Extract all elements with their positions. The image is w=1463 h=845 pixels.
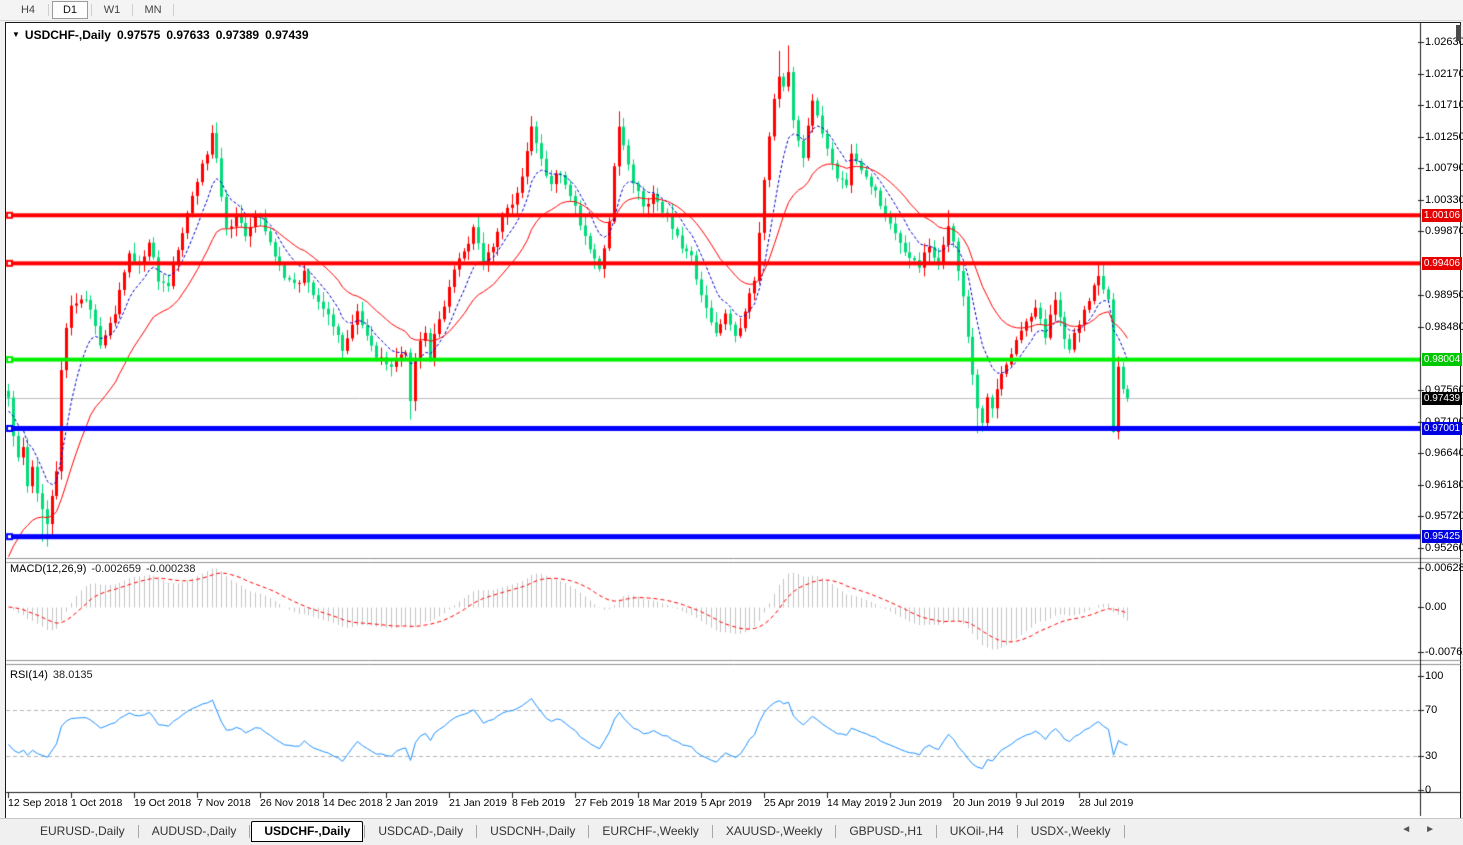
tab-separator [137,824,139,838]
chart-tab-usdcnh-daily[interactable]: USDCNH-,Daily [490,824,576,838]
price-axis-label: 0.98480 [1425,320,1463,333]
date-axis-label: 2 Jan 2019 [386,797,438,809]
tab-separator [935,824,937,838]
bar-close-value: 0.97439 [265,28,309,42]
macd-axis-label: 0.006286 [1425,562,1463,574]
chart-tab-ukoil-h4[interactable]: UKOil-,H4 [949,824,1004,838]
tab-separator [711,824,713,838]
macd-indicator-name: MACD(12,26,9) [10,563,87,575]
price-axis-label: 0.98950 [1425,288,1463,301]
date-axis-label: 21 Jan 2019 [449,797,507,809]
level-price-tag: 1.00106 [1422,208,1462,222]
macd-axis-label: 0.00 [1425,601,1447,613]
price-axis-label: 0.95720 [1425,510,1463,523]
tab-separator [476,824,478,838]
rsi-panel-label: RSI(14) 38.0135 [10,669,93,681]
chart-tab-eurusd-daily[interactable]: EURUSD-,Daily [40,824,125,838]
level-price-tag: 0.95425 [1422,530,1462,544]
rsi-indicator-name: RSI(14) [10,669,48,681]
tab-separator [1123,824,1125,838]
tab-scroll-controls: ◄► [1401,824,1449,835]
rsi-value: 38.0135 [52,669,93,681]
price-axis-label: 0.96640 [1425,447,1463,460]
tab-scroll-left-icon[interactable]: ◄ [1401,824,1426,835]
ohlc-toggle-icon[interactable]: ▼ [12,30,20,39]
macd-signal-value: -0.000238 [145,563,196,575]
price-axis-label: 1.02630 [1425,36,1463,48]
date-axis-label: 20 Jun 2019 [953,797,1011,809]
tab-separator [364,824,366,838]
bar-low-value: 0.97389 [215,28,260,42]
date-axis-label: 19 Oct 2018 [134,797,192,809]
chart-tab-usdcad-daily[interactable]: USDCAD-,Daily [378,824,464,838]
tab-separator [249,824,251,838]
date-axis-label: 12 Sep 2018 [8,797,68,809]
price-axis-label: 1.00790 [1425,162,1463,175]
date-axis-label: 14 Dec 2018 [323,797,383,809]
chart-tab-usdchf-daily[interactable]: USDCHF-,Daily [251,820,364,842]
price-axis-label: 1.02170 [1425,67,1463,80]
macd-value: -0.002659 [91,563,141,575]
price-axis-label: 0.96180 [1425,478,1463,491]
date-axis-label: 8 Feb 2019 [512,797,566,809]
macd-axis-label: -0.00762 [1425,646,1463,658]
date-axis-label: 18 Mar 2019 [638,797,697,809]
date-axis-label: 26 Nov 2018 [260,797,320,809]
tab-separator [835,824,837,838]
level-price-tag: 0.97001 [1422,421,1462,435]
date-axis-label: 27 Feb 2019 [575,797,634,809]
tab-separator [588,824,590,838]
chart-tab-xauusd-weekly[interactable]: XAUUSD-,Weekly [725,824,823,838]
rsi-axis-label: 70 [1425,704,1438,716]
current-price-tag: 0.97439 [1422,391,1462,405]
date-axis-label: 25 Apr 2019 [764,797,821,809]
level-price-tag: 0.99406 [1422,256,1462,270]
price-axis-label: 1.01250 [1425,130,1463,143]
chart-title: ▼ USDCHF-,Daily 0.97575 0.97633 0.97389 0.974… [12,28,309,42]
date-axis-label: 2 Jun 2019 [890,797,942,809]
date-axis-label: 7 Nov 2018 [197,797,251,809]
rsi-axis-label: 100 [1425,670,1444,682]
macd-panel-label: MACD(12,26,9) -0.002659 -0.000238 [10,563,196,575]
chart-tab-usdx-weekly[interactable]: USDX-,Weekly [1030,824,1111,838]
price-axis-label: 1.01710 [1425,99,1463,112]
price-axis-label: 0.95260 [1425,542,1463,554]
bar-open-value: 0.97575 [116,28,161,42]
date-axis-label: 9 Jul 2019 [1016,797,1065,809]
symbol-tab-bar: EURUSD-,Daily AUDUSD-,Daily USDCHF-,Daily U… [0,818,1463,845]
date-axis-label: 5 Apr 2019 [701,797,752,809]
tab-scroll-right-icon[interactable]: ► [1425,824,1449,835]
rsi-axis-label: 0 [1425,784,1432,796]
date-axis-label: 1 Oct 2018 [71,797,123,809]
chart-tab-audusd-daily[interactable]: AUDUSD-,Daily [151,824,237,838]
level-price-tag: 0.98004 [1422,353,1462,367]
rsi-axis-label: 30 [1425,750,1438,762]
chart-tab-eurchf-weekly[interactable]: EURCHF-,Weekly [602,824,699,838]
scrollbar-thumb[interactable] [1456,25,1461,41]
date-axis-label: 28 Jul 2019 [1079,797,1134,809]
date-axis-label: 14 May 2019 [827,797,888,809]
price-axis-label: 1.00330 [1425,193,1463,206]
bar-high-value: 0.97633 [166,28,210,42]
chart-symbol-label: USDCHF-,Daily [24,28,111,42]
tab-separator [1016,824,1018,838]
chart-tab-gbpusd-h1[interactable]: GBPUSD-,H1 [849,824,923,838]
price-axis-label: 0.99870 [1425,225,1463,238]
